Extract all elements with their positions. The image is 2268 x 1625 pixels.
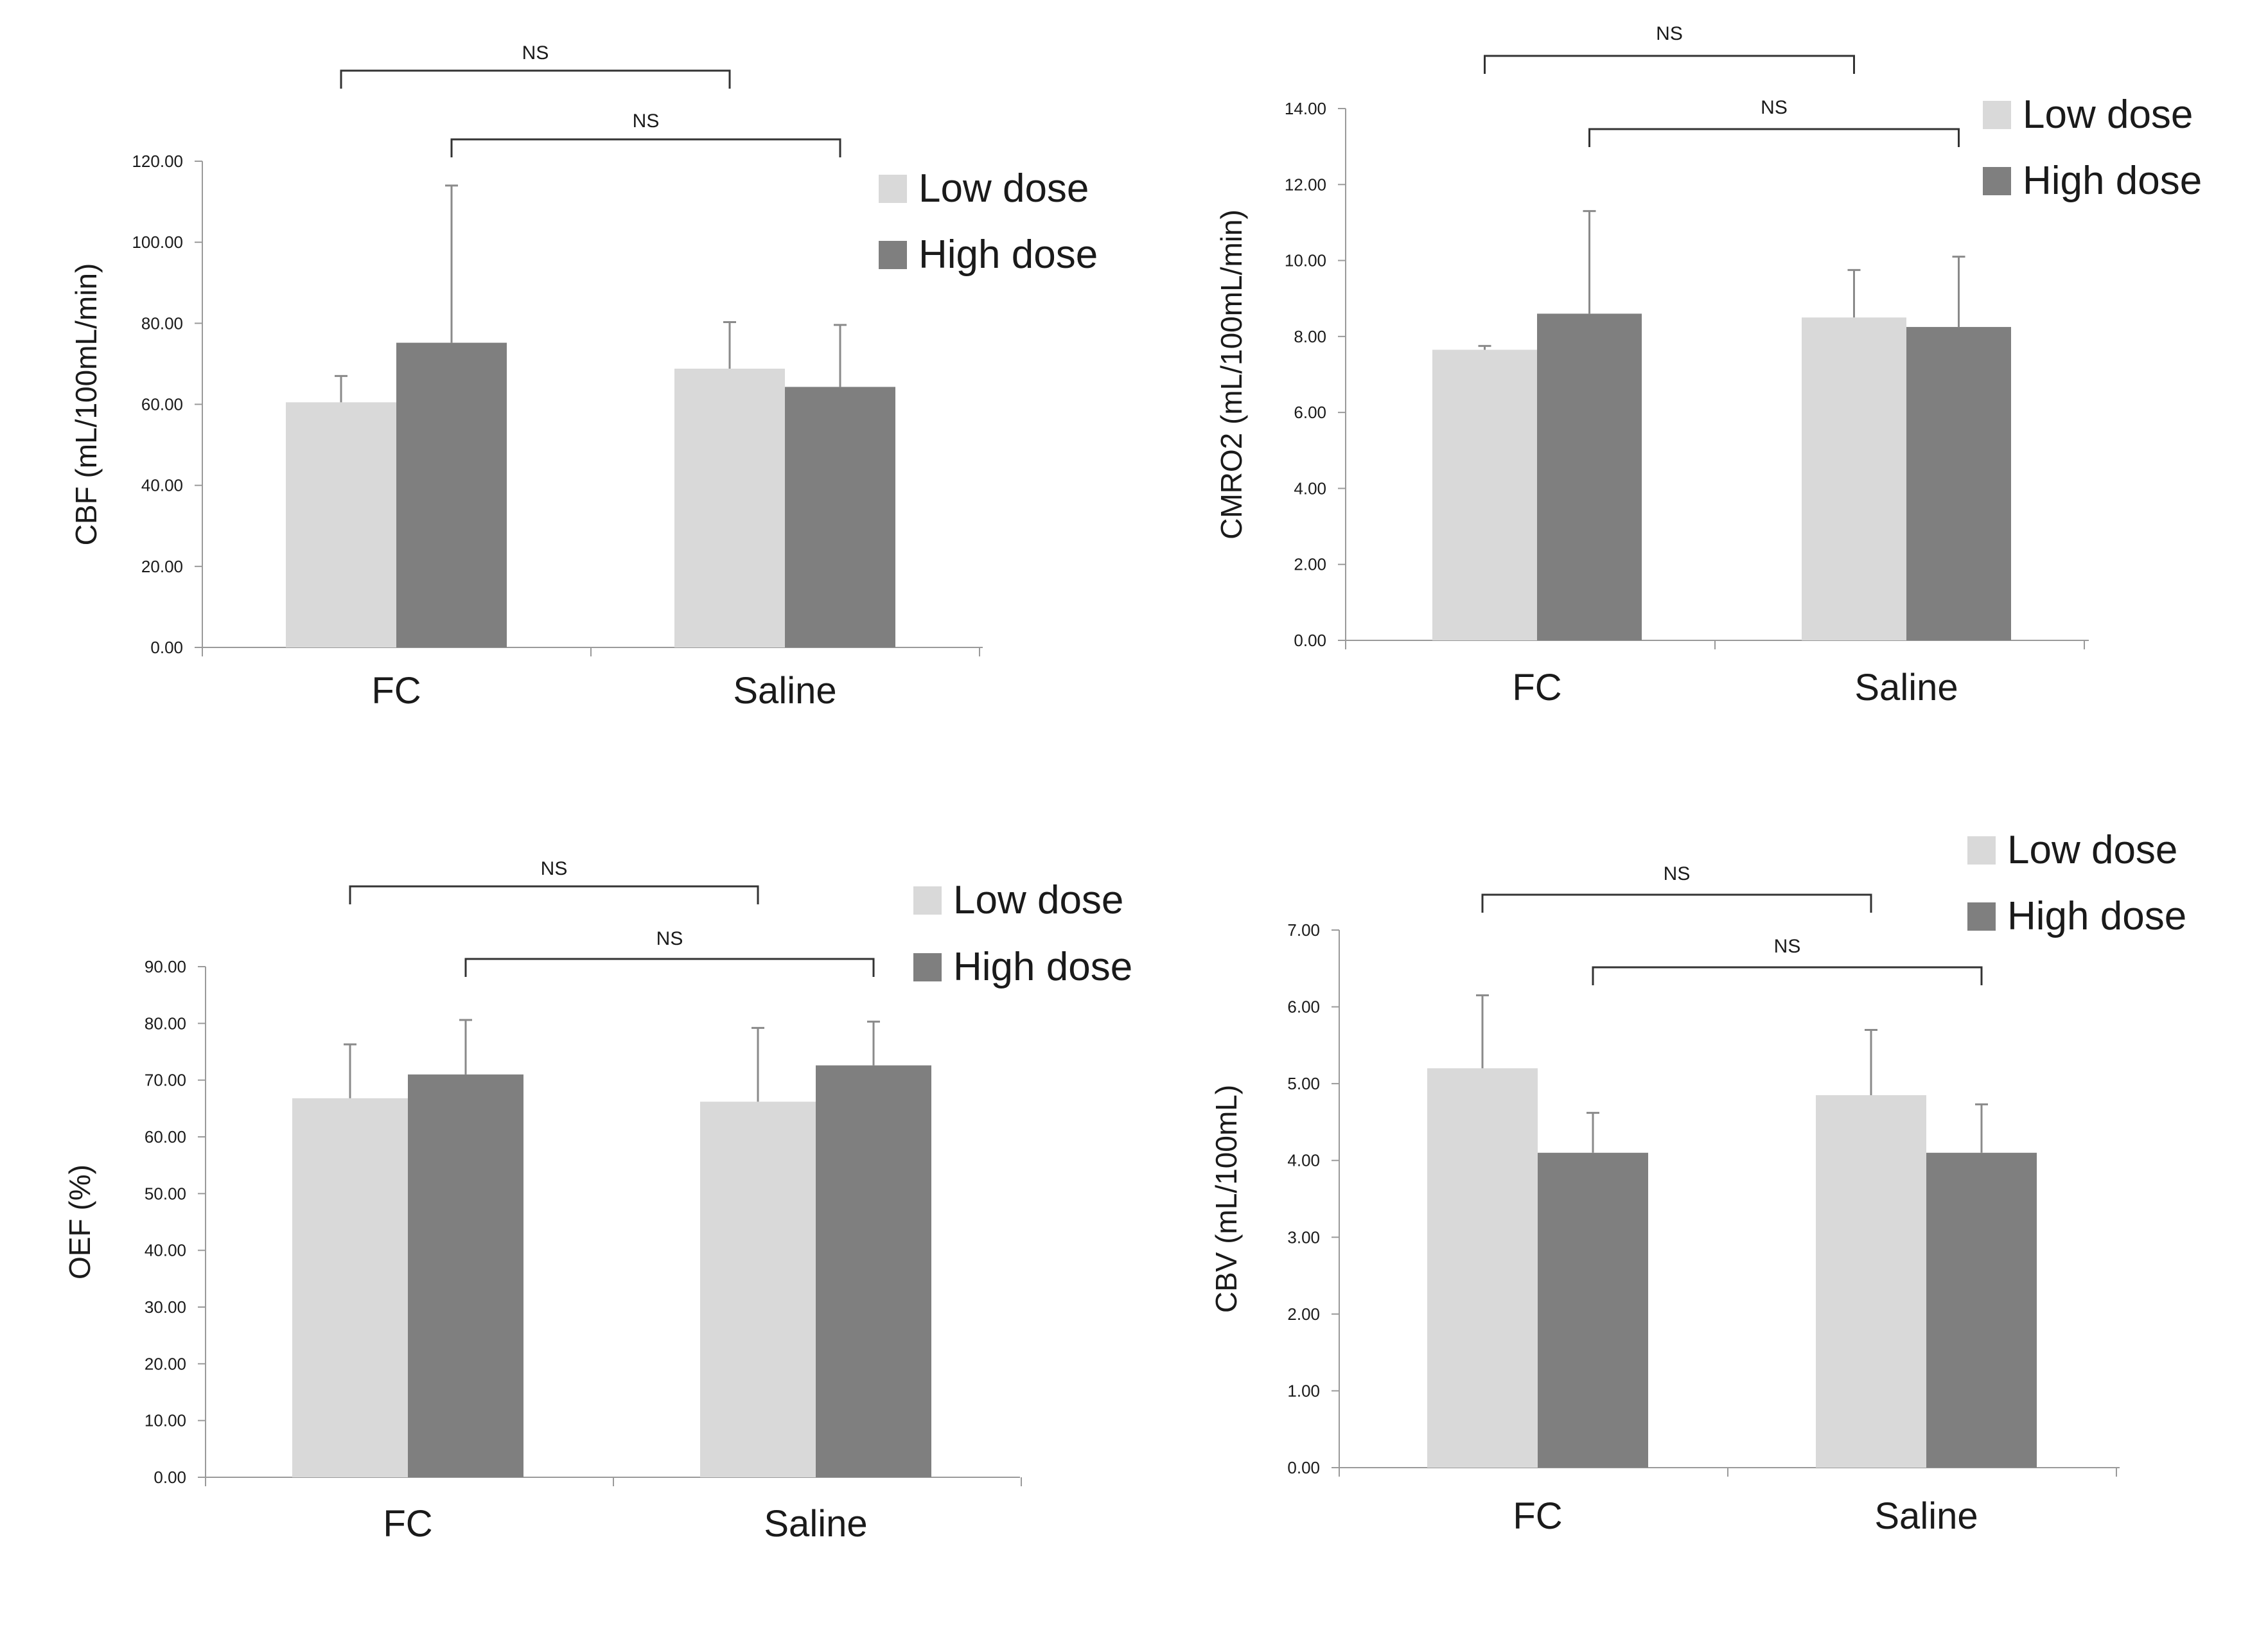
category-label: Saline: [764, 1503, 867, 1545]
chart-panel-3: 0.00 10.00 20.00 30.00 40.00 50.00 60.00 70.00 8…: [63, 858, 1132, 1545]
category-label: FC: [1513, 1495, 1562, 1537]
y-tick-label: 6.00: [1294, 403, 1326, 422]
bar-fc-low-dose: [286, 402, 396, 647]
y-tick-label: 0.00: [1287, 1458, 1320, 1477]
y-tick-label: 7.00: [1287, 920, 1320, 940]
significance-label: NS: [522, 42, 549, 64]
y-axis-title: CMRO2 (mL/100mL/min): [1215, 209, 1248, 540]
y-tick-label: 70.00: [145, 1071, 186, 1090]
significance-bracket: [1592, 966, 1983, 985]
bar-fc-low-dose: [1427, 1068, 1538, 1468]
y-tick-label: 30.00: [145, 1297, 186, 1317]
bar-saline-high-dose: [785, 387, 895, 647]
bar-saline-low-dose: [700, 1102, 816, 1477]
legend-swatch: [879, 175, 907, 203]
y-tick-label: 100.00: [132, 233, 183, 252]
y-tick-label: 0.00: [150, 638, 183, 657]
y-tick-label: 8.00: [1294, 327, 1326, 346]
legend-swatch: [1983, 167, 2011, 195]
y-tick-label: 0.00: [1294, 631, 1326, 650]
legend-label: High dose: [953, 945, 1132, 989]
category-label: FC: [371, 670, 421, 712]
y-tick-label: 4.00: [1287, 1151, 1320, 1170]
bar-fc-high-dose: [1537, 313, 1642, 640]
significance-bracket: [1484, 55, 1855, 74]
significance-label: NS: [656, 928, 683, 949]
y-tick-label: 60.00: [145, 1127, 186, 1146]
legend-swatch: [1983, 101, 2011, 129]
y-tick-label: 50.00: [145, 1184, 186, 1203]
significance-bracket: [464, 958, 875, 977]
bar-saline-high-dose: [1906, 327, 2011, 640]
y-tick-label: 20.00: [141, 557, 183, 576]
legend-swatch: [913, 886, 942, 915]
legend-swatch: [1967, 902, 1996, 931]
y-tick-label: 12.00: [1285, 175, 1326, 194]
y-tick-label: 2.00: [1287, 1304, 1320, 1324]
bar-fc-high-dose: [1538, 1152, 1648, 1468]
y-tick-label: 90.00: [145, 957, 186, 976]
chart-panel-2: 0.00 2.00 4.00 6.00 8.00 10.00 12.00 14.00 CMRO2…: [1215, 23, 2202, 708]
legend-label: High dose: [919, 233, 1098, 277]
y-tick-label: 10.00: [1285, 251, 1326, 270]
legend-swatch: [913, 953, 942, 981]
y-tick-label: 3.00: [1287, 1227, 1320, 1247]
y-tick-label: 80.00: [141, 313, 183, 333]
legend-swatch: [879, 241, 907, 269]
bar-saline-high-dose: [816, 1065, 931, 1477]
significance-label: NS: [1656, 23, 1683, 44]
legend-label: Low dose: [2023, 92, 2193, 137]
y-tick-label: 5.00: [1287, 1074, 1320, 1093]
bar-saline-high-dose: [1926, 1152, 2037, 1468]
category-label: Saline: [1854, 667, 1958, 708]
category-label: FC: [1512, 667, 1561, 708]
significance-label: NS: [541, 858, 568, 879]
significance-bracket: [1481, 893, 1872, 913]
significance-bracket: [1588, 128, 1960, 147]
bar-saline-low-dose: [1816, 1095, 1926, 1468]
y-tick-label: 6.00: [1287, 997, 1320, 1017]
y-tick-label: 40.00: [141, 476, 183, 495]
legend-swatch: [1967, 836, 1996, 865]
category-label: Saline: [1874, 1495, 1978, 1537]
y-tick-label: 60.00: [141, 395, 183, 414]
bar-saline-low-dose: [1802, 317, 1906, 640]
significance-bracket: [349, 885, 759, 904]
legend-label: Low dose: [2007, 828, 2177, 872]
category-label: Saline: [733, 670, 836, 712]
bar-fc-low-dose: [1432, 349, 1537, 640]
bar-fc-low-dose: [292, 1098, 408, 1477]
y-axis-title: CBF (mL/100mL/min): [69, 263, 103, 546]
legend-label: High dose: [2007, 894, 2186, 938]
y-tick-label: 10.00: [145, 1411, 186, 1430]
y-tick-label: 80.00: [145, 1014, 186, 1033]
bar-fc-high-dose: [396, 342, 507, 647]
significance-label: NS: [1761, 97, 1788, 118]
chart-panel-4: 0.00 1.00 2.00 3.00 4.00 5.00 6.00 7.00 CBV (mL/…: [1209, 828, 2186, 1537]
y-axis-title: OEF (%): [63, 1164, 96, 1279]
y-tick-label: 120.00: [132, 152, 183, 171]
legend-label: Low dose: [953, 878, 1123, 922]
legend-label: High dose: [2023, 159, 2202, 203]
chart-panel-1: 0.00 20.00 40.00 60.00 80.00 100.00 120.00 CBF …: [69, 42, 1098, 712]
significance-label: NS: [1774, 936, 1801, 957]
legend-label: Low dose: [919, 166, 1089, 211]
y-axis-title: CBV (mL/100mL): [1209, 1085, 1243, 1313]
y-tick-label: 1.00: [1287, 1381, 1320, 1400]
y-tick-label: 20.00: [145, 1354, 186, 1373]
bar-saline-low-dose: [674, 368, 785, 647]
category-label: FC: [383, 1503, 432, 1545]
y-tick-label: 14.00: [1285, 99, 1326, 118]
significance-label: NS: [633, 110, 660, 132]
y-tick-label: 0.00: [154, 1468, 186, 1487]
significance-bracket: [450, 138, 841, 157]
bar-fc-high-dose: [408, 1074, 523, 1477]
significance-bracket: [340, 69, 731, 89]
significance-label: NS: [1664, 863, 1691, 884]
y-tick-label: 2.00: [1294, 555, 1326, 574]
y-tick-label: 4.00: [1294, 479, 1326, 498]
y-tick-label: 40.00: [145, 1241, 186, 1260]
